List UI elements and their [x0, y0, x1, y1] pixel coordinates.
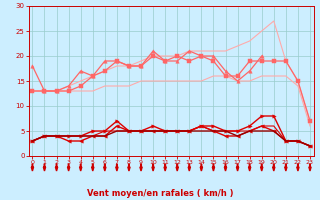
Text: Vent moyen/en rafales ( km/h ): Vent moyen/en rafales ( km/h )	[87, 189, 233, 198]
